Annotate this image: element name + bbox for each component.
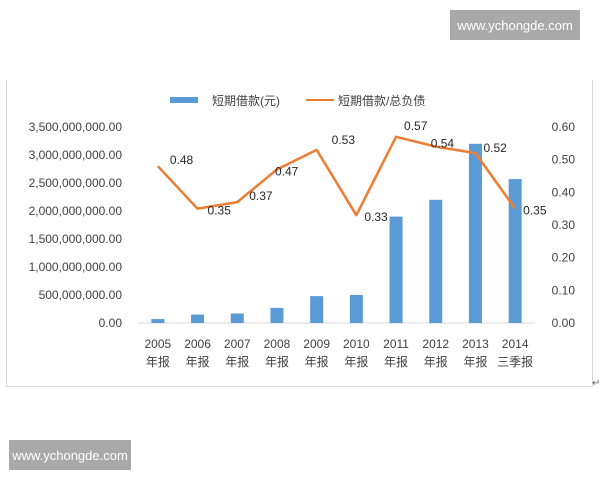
bar (230, 313, 244, 323)
y-left-tick-label: 0.00 (99, 316, 123, 330)
y-left-tick-label: 3,500,000,000.00 (29, 120, 123, 134)
bar (151, 319, 165, 323)
line-data-label: 0.52 (483, 141, 507, 155)
x-tick-label: 2011 (383, 337, 409, 351)
x-tick-label: 2010 (343, 337, 370, 351)
y-right-tick-label: 0.00 (552, 316, 576, 330)
y-right-tick-label: 0.60 (552, 120, 576, 134)
x-tick-label: 年报 (186, 354, 210, 369)
line-data-label: 0.37 (249, 189, 273, 203)
watermark-top: www.ychongde.com (450, 10, 580, 40)
x-tick-label: 年报 (424, 354, 448, 369)
y-right-tick-label: 0.10 (552, 283, 576, 297)
x-axis-labels: 2005 年报 2006 年报 2007 年报 2008 年报 2009 年报 2010 年报 2011… (144, 337, 533, 369)
bar (468, 143, 482, 323)
line-data-label: 0.47 (275, 164, 299, 178)
line-data-label: 0.35 (523, 204, 547, 218)
ratio-line (156, 135, 517, 217)
chart-frame (6, 80, 593, 387)
line-data-label: 0.48 (170, 153, 194, 167)
y-right-tick-label: 0.20 (552, 251, 576, 265)
bar (270, 307, 284, 323)
line-series: 0.48 0.35 0.370.47 0.53 0.33 0.570.54 0.52 0.35 (156, 119, 547, 224)
y-left-tick-label: 500,000,000.00 (39, 288, 123, 302)
y-right-tick-label: 0.50 (552, 153, 576, 167)
x-tick-label: 年报 (305, 354, 329, 369)
bar (508, 179, 522, 323)
bar (429, 199, 443, 323)
legend-bar-swatch (170, 97, 198, 103)
bar (389, 216, 403, 323)
line-data-label: 0.33 (364, 210, 388, 224)
x-tick-label: 2005 (144, 337, 171, 351)
y-left-tick-label: 1,000,000,000.00 (29, 260, 123, 274)
x-tick-label: 2007 (224, 337, 251, 351)
x-tick-label: 2014 (502, 337, 529, 351)
y-axis-left: 0.00 500,000,000.00 1,000,000,000.00 1,500,… (29, 120, 123, 330)
bar (310, 296, 324, 323)
chart-legend: 短期借款(元) 短期借款/总负债 (170, 94, 425, 108)
y-left-tick-label: 1,500,000,000.00 (29, 232, 123, 246)
legend-line-label: 短期借款/总负债 (338, 94, 425, 108)
x-tick-label: 三季报 (497, 354, 533, 369)
y-left-tick-label: 2,000,000,000.00 (29, 204, 123, 218)
x-tick-label: 2006 (184, 337, 211, 351)
bar (191, 314, 205, 323)
bar (349, 295, 363, 323)
y-axis-right: 0.00 0.10 0.20 0.30 0.40 0.50 0.60 (552, 120, 576, 330)
x-tick-label: 2008 (264, 337, 291, 351)
x-tick-label: 2012 (422, 337, 449, 351)
line-data-label: 0.54 (431, 137, 455, 151)
x-tick-label: 年报 (463, 354, 487, 369)
line-data-label: 0.57 (404, 119, 428, 133)
y-right-tick-label: 0.30 (552, 218, 576, 232)
x-tick-label: 年报 (344, 354, 368, 369)
line-data-label: 0.53 (332, 133, 356, 147)
x-tick-label: 年报 (265, 354, 289, 369)
y-right-tick-label: 0.40 (552, 185, 576, 199)
x-tick-label: 2013 (462, 337, 489, 351)
x-tick-label: 年报 (146, 354, 170, 369)
x-tick-label: 年报 (225, 354, 249, 369)
paragraph-return-mark: ↵ (592, 378, 600, 389)
x-tick-label: 年报 (384, 354, 408, 369)
watermark-bottom: www.ychongde.com (9, 440, 131, 470)
line-data-label: 0.35 (208, 204, 232, 218)
y-left-tick-label: 3,000,000,000.00 (29, 148, 123, 162)
y-left-tick-label: 2,500,000,000.00 (29, 176, 123, 190)
bar-series (151, 143, 522, 323)
x-tick-label: 2009 (303, 337, 330, 351)
legend-bar-label: 短期借款(元) (212, 94, 280, 108)
